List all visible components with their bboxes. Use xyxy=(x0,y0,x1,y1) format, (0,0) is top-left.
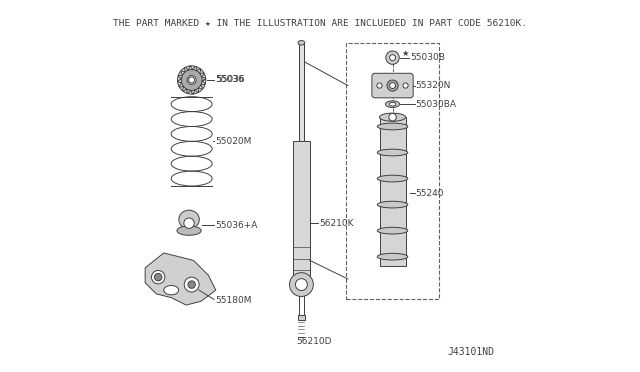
Text: 55180M: 55180M xyxy=(215,296,252,305)
Circle shape xyxy=(154,273,162,281)
Circle shape xyxy=(181,70,202,90)
Circle shape xyxy=(187,76,196,84)
Text: 55036: 55036 xyxy=(215,76,244,84)
Ellipse shape xyxy=(385,101,399,108)
Text: J43101ND: J43101ND xyxy=(448,347,495,357)
Text: 55320N: 55320N xyxy=(415,81,451,90)
Text: ★: ★ xyxy=(402,49,410,58)
Ellipse shape xyxy=(378,227,408,234)
Ellipse shape xyxy=(378,253,408,260)
Text: 55030BA: 55030BA xyxy=(415,100,456,109)
Ellipse shape xyxy=(389,102,396,106)
Ellipse shape xyxy=(298,41,305,45)
Circle shape xyxy=(390,55,396,61)
Ellipse shape xyxy=(378,123,408,130)
Text: 55020M: 55020M xyxy=(215,137,252,146)
Text: 56210D: 56210D xyxy=(296,337,332,346)
Circle shape xyxy=(152,270,165,284)
Circle shape xyxy=(289,273,314,296)
Ellipse shape xyxy=(378,149,408,156)
Circle shape xyxy=(189,77,195,83)
Ellipse shape xyxy=(378,175,408,182)
Text: 55036+A: 55036+A xyxy=(215,221,257,230)
Circle shape xyxy=(177,66,206,94)
FancyBboxPatch shape xyxy=(372,73,413,98)
Circle shape xyxy=(184,277,199,292)
Circle shape xyxy=(389,113,396,121)
Text: 56210K: 56210K xyxy=(319,219,353,228)
Text: THE PART MARKED ★ IN THE ILLUSTRATION ARE INCLUEDED IN PART CODE 56210K.: THE PART MARKED ★ IN THE ILLUSTRATION AR… xyxy=(113,19,527,28)
Circle shape xyxy=(390,83,396,89)
Circle shape xyxy=(386,51,399,64)
Ellipse shape xyxy=(378,201,408,208)
Text: 55036: 55036 xyxy=(216,76,244,84)
Text: 55240: 55240 xyxy=(415,189,444,198)
Circle shape xyxy=(387,80,398,91)
Ellipse shape xyxy=(179,210,199,229)
Ellipse shape xyxy=(184,218,195,228)
Ellipse shape xyxy=(177,226,201,235)
Circle shape xyxy=(188,281,195,288)
FancyBboxPatch shape xyxy=(380,117,406,266)
Circle shape xyxy=(403,83,408,88)
Polygon shape xyxy=(145,253,216,305)
Ellipse shape xyxy=(380,113,406,121)
Circle shape xyxy=(296,279,307,291)
FancyBboxPatch shape xyxy=(299,43,303,141)
FancyBboxPatch shape xyxy=(298,315,305,320)
FancyBboxPatch shape xyxy=(293,141,310,285)
Ellipse shape xyxy=(164,286,179,295)
Circle shape xyxy=(377,83,382,88)
Text: 55030B: 55030B xyxy=(410,53,445,62)
